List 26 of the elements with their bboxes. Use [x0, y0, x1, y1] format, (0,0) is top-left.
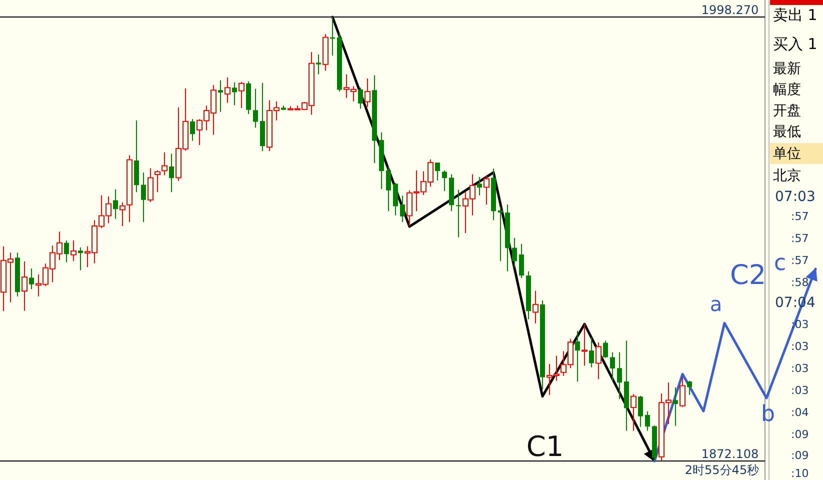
- annotation: :57: [791, 210, 809, 223]
- annotation: :10: [791, 467, 809, 480]
- annotation: 最新: [773, 61, 801, 77]
- annotation: :58: [791, 276, 809, 289]
- annotation: :57: [791, 232, 809, 245]
- annotation: :09: [791, 449, 809, 462]
- annotation: c: [774, 251, 786, 276]
- annotation: :57: [791, 254, 809, 267]
- annotation: 幅度: [773, 82, 801, 98]
- annotation: a: [710, 292, 722, 316]
- annotation: :04: [791, 406, 809, 419]
- annotation: :03: [791, 362, 809, 375]
- annotation: C2: [730, 260, 766, 291]
- annotation: 2时55分45秒: [684, 463, 760, 477]
- annotation: 最低: [773, 124, 801, 140]
- annotation: 北京: [773, 168, 801, 184]
- annotation: C1: [526, 430, 564, 463]
- annotation: :03: [791, 340, 809, 353]
- annotation: 07:03: [775, 189, 816, 205]
- annotation: b: [761, 402, 775, 427]
- annotation: :09: [791, 428, 809, 441]
- annotation: 买入 1: [773, 35, 818, 53]
- annotation: 开盘: [773, 103, 801, 119]
- annotation: 卖出 1: [773, 6, 818, 24]
- annotation: :03: [791, 384, 809, 397]
- annotation: 单位: [773, 146, 801, 162]
